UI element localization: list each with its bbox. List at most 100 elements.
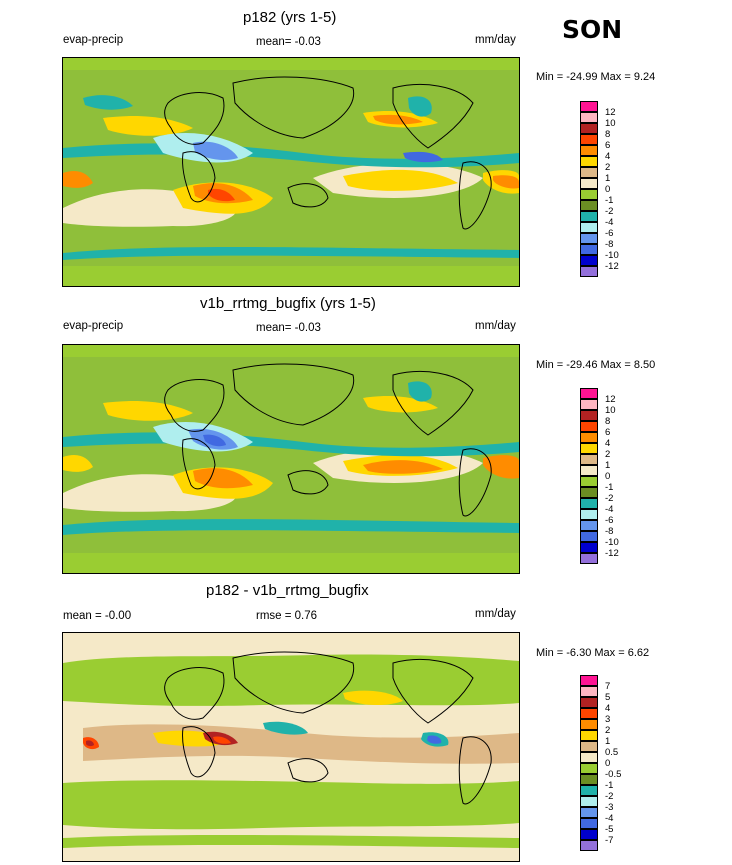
colorbar-label: -8 — [605, 526, 614, 537]
colorbar-swatch — [580, 112, 598, 123]
panel2-min-max: Min = -29.46 Max = 8.50 — [536, 359, 656, 371]
colorbar-swatch — [580, 741, 598, 752]
colorbar-label: 5 — [605, 692, 611, 703]
colorbar-swatch — [580, 796, 598, 807]
colorbar-swatch — [580, 123, 598, 134]
colorbar-label: 10 — [605, 118, 616, 129]
colorbar-swatch — [580, 399, 598, 410]
colorbar-label: 3 — [605, 714, 611, 725]
colorbar-swatch — [580, 432, 598, 443]
colorbar-label: -2 — [605, 206, 614, 217]
colorbar-label: -3 — [605, 802, 614, 813]
panel3-map-field — [63, 651, 519, 848]
panel3-rmse-label: rmse = 0.76 — [256, 610, 318, 622]
panel1-min-max: Min = -24.99 Max = 9.24 — [536, 71, 656, 83]
colorbar-label: 0 — [605, 471, 611, 482]
colorbar-swatch — [580, 244, 598, 255]
colorbar-label: -8 — [605, 239, 614, 250]
colorbar-label: 4 — [605, 703, 611, 714]
panel3-min-max: Min = -6.30 Max = 6.62 — [536, 647, 650, 659]
panel1-units-label: mm/day — [475, 34, 516, 46]
colorbar-swatch — [580, 509, 598, 520]
colorbar-swatch — [580, 752, 598, 763]
panel3-title: p182 - v1b_rrtmg_bugfix — [206, 582, 369, 599]
colorbar-label: 7 — [605, 681, 611, 692]
colorbar-label: -4 — [605, 217, 614, 228]
colorbar-label: -4 — [605, 504, 614, 515]
colorbar-swatch — [580, 443, 598, 454]
panel2-title: v1b_rrtmg_bugfix (yrs 1-5) — [200, 295, 376, 312]
colorbar-swatch — [580, 266, 598, 277]
colorbar-swatch — [580, 465, 598, 476]
colorbar-label: 0 — [605, 184, 611, 195]
panel3-units-label: mm/day — [475, 608, 516, 620]
panel2-colorbar: 12 10 8 6 4 2 1 0 -1 -2 -4 -6 -8 -10 -12 — [580, 388, 670, 573]
colorbar-swatch — [580, 178, 598, 189]
colorbar-swatch — [580, 542, 598, 553]
colorbar-label: 2 — [605, 725, 611, 736]
colorbar-label: -2 — [605, 791, 614, 802]
colorbar-swatch — [580, 708, 598, 719]
panel1-map — [62, 57, 520, 287]
colorbar-label: 12 — [605, 394, 616, 405]
colorbar-label: -1 — [605, 195, 614, 206]
colorbar-swatch — [580, 145, 598, 156]
colorbar-label: -1 — [605, 482, 614, 493]
colorbar-label: -0.5 — [605, 769, 622, 780]
colorbar-label: 1 — [605, 460, 611, 471]
colorbar-label: 4 — [605, 438, 611, 449]
colorbar-swatch — [580, 167, 598, 178]
colorbar-label: 12 — [605, 107, 616, 118]
colorbar-label: 0 — [605, 758, 611, 769]
colorbar-label: -7 — [605, 835, 614, 846]
colorbar-label: 4 — [605, 151, 611, 162]
colorbar-label: 1 — [605, 736, 611, 747]
colorbar-swatch — [580, 763, 598, 774]
colorbar-label: 0.5 — [605, 747, 619, 758]
colorbar-label: 8 — [605, 129, 611, 140]
colorbar-label: -6 — [605, 515, 614, 526]
colorbar-label: -12 — [605, 261, 619, 272]
colorbar-swatch — [580, 388, 598, 399]
colorbar-label: -4 — [605, 813, 614, 824]
colorbar-swatch — [580, 697, 598, 708]
colorbar-swatch — [580, 134, 598, 145]
colorbar-swatch — [580, 774, 598, 785]
panel2-variable-label: evap-precip — [63, 320, 124, 332]
colorbar-swatch — [580, 730, 598, 741]
colorbar-swatch — [580, 410, 598, 421]
colorbar-swatch — [580, 675, 598, 686]
panel2-mean-label: mean= -0.03 — [256, 322, 321, 334]
colorbar-label: 2 — [605, 449, 611, 460]
colorbar-swatch — [580, 719, 598, 730]
panel1-colorbar: 12 10 8 6 4 2 1 0 -1 -2 -4 -6 -8 -10 -12 — [580, 101, 670, 286]
colorbar-label: -10 — [605, 250, 619, 261]
panel1-title: p182 (yrs 1-5) — [243, 9, 337, 26]
colorbar-swatch — [580, 101, 598, 112]
colorbar-swatch — [580, 686, 598, 697]
colorbar-swatch — [580, 233, 598, 244]
colorbar-swatch — [580, 785, 598, 796]
colorbar-label: -10 — [605, 537, 619, 548]
panel1-map-field — [63, 58, 519, 286]
panel2-units-label: mm/day — [475, 320, 516, 332]
colorbar-swatch — [580, 189, 598, 200]
panel3-colorbar: 7 5 4 3 2 1 0.5 0 -0.5 -1 -2 -3 -4 -5 -7 — [580, 675, 670, 860]
colorbar-swatch — [580, 840, 598, 851]
colorbar-label: -2 — [605, 493, 614, 504]
colorbar-swatch — [580, 156, 598, 167]
colorbar-label: -1 — [605, 780, 614, 791]
colorbar-swatch — [580, 818, 598, 829]
colorbar-swatch — [580, 487, 598, 498]
colorbar-swatch — [580, 476, 598, 487]
colorbar-swatch — [580, 200, 598, 211]
colorbar-swatch — [580, 255, 598, 266]
panel2-map — [62, 344, 520, 574]
panel1-mean-label: mean= -0.03 — [256, 36, 321, 48]
colorbar-swatch — [580, 829, 598, 840]
colorbar-label: -6 — [605, 228, 614, 239]
colorbar-label: 8 — [605, 416, 611, 427]
colorbar-label: 1 — [605, 173, 611, 184]
panel1-variable-label: evap-precip — [63, 34, 124, 46]
season-label: SON — [562, 15, 623, 44]
